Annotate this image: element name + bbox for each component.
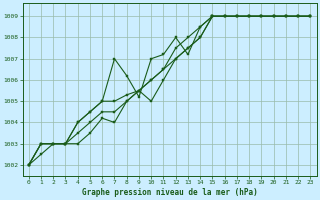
X-axis label: Graphe pression niveau de la mer (hPa): Graphe pression niveau de la mer (hPa) <box>82 188 258 197</box>
